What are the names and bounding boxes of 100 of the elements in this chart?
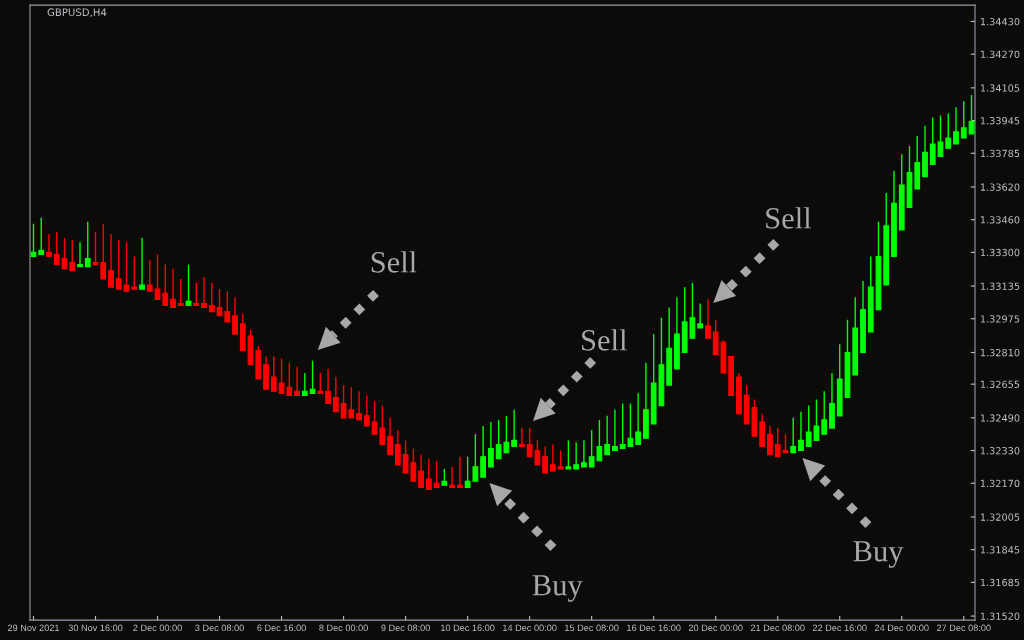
y-tick-label: 1.32655 [980,380,1020,388]
chart-title: GBPUSD,H4 [47,8,107,18]
y-tick-label: 1.32810 [980,348,1020,357]
candlestick [325,368,331,405]
y-tick-label: 1.32975 [980,315,1020,323]
candlestick [387,417,393,456]
y-tick-label: 1.34105 [980,84,1020,92]
candlestick [38,216,45,256]
y-tick-label: 1.33785 [980,149,1020,158]
candlestick [53,231,60,266]
candlestick [550,443,556,472]
candlestick [115,239,122,290]
y-tick-label: 1.34430 [980,17,1020,26]
candlestick [270,355,277,393]
candlestick [309,359,316,395]
x-tick-label: 10 Dec 16:00 [441,624,495,632]
candlestick [170,268,176,309]
candlestick [790,417,797,454]
candlestick [418,453,424,489]
x-tick-label: 14 Dec 00:00 [503,624,557,632]
candlestick [301,372,308,397]
candlestick [767,425,773,456]
candlestick [604,415,611,456]
candlestick [208,282,215,313]
y-tick-label: 1.32170 [980,479,1020,488]
candlestick [177,278,184,307]
candlestick [131,255,138,290]
candlestick [960,100,967,139]
x-tick-label: 3 Dec 08:00 [195,624,244,632]
annotation: Sell [371,251,417,273]
candlestick [518,427,525,448]
candlestick [953,106,959,145]
x-tick-label: 27 Dec 08:00 [936,624,991,632]
candlestick [185,263,192,307]
candlestick [456,455,463,489]
candlestick [108,233,114,288]
y-tick-label: 1.33460 [980,216,1020,224]
candlestick [100,223,107,280]
candlestick [46,233,52,258]
x-tick-label: 6 Dec 16:00 [257,624,306,632]
candlestick [542,445,549,474]
x-tick-label: 15 Dec 08:00 [565,624,619,632]
y-tick-label: 1.32330 [980,447,1020,455]
candlestick [705,298,711,339]
candlestick [332,376,339,413]
y-tick-label: 1.33620 [980,183,1020,191]
y-tick-label: 1.34270 [980,50,1020,58]
candlestick [84,221,91,268]
y-tick-label: 1.33135 [980,282,1020,290]
candlestick [821,390,828,435]
candlestick [139,237,145,290]
x-tick-label: 2 Dec 00:00 [133,624,182,632]
candlestick [77,241,83,268]
candlestick [123,241,130,292]
candlestick [635,392,642,446]
candlestick [433,460,440,489]
candlestick [146,259,153,292]
annotation: Buy [853,541,904,568]
candlestick [581,439,587,468]
y-tick-label: 1.32005 [980,513,1020,521]
candlestick [193,282,200,307]
y-tick-label: 1.32490 [980,414,1020,422]
x-tick-label: 9 Dec 08:00 [381,624,430,632]
candlestick [945,112,952,149]
candlestick [937,114,944,158]
candlestick [798,411,804,452]
candlestick [232,296,238,335]
y-tick-label: 1.31845 [980,546,1020,554]
x-tick-label: 20 Dec 00:00 [688,624,743,632]
candlestick [573,441,580,470]
candlestick [565,439,572,470]
annotation: Sell [582,329,627,351]
candlestick [480,425,487,478]
y-tick-label: 1.31685 [980,578,1020,587]
x-tick-label: 8 Dec 00:00 [319,624,368,632]
candlestick [294,366,300,397]
x-tick-label: 29 Nov 2021 [7,624,60,632]
candlestick [487,421,494,468]
x-tick-label: 16 Dec 16:00 [627,624,681,632]
candlestick [201,276,207,309]
candlestick [69,239,76,272]
y-tick-label: 1.33945 [980,117,1020,125]
candlestick [929,116,936,166]
annotation: Sell [766,207,812,229]
candlestick [425,458,432,491]
x-tick-label: 30 Nov 16:00 [68,624,123,632]
candlestick [511,409,518,448]
candlestick [612,409,618,452]
y-tick-label: 1.31520 [980,612,1020,620]
candlestick [394,429,401,466]
candlestick [449,466,455,489]
candlestick [557,449,564,470]
candlestick [317,372,324,395]
annotation: Buy [532,575,583,602]
candlestick [363,394,370,427]
y-tick-label: 1.33300 [980,248,1020,257]
candlestick [697,302,704,329]
x-tick-label: 24 Dec 00:00 [874,624,929,632]
candlestick [356,390,362,421]
x-tick-label: 21 Dec 08:00 [750,624,805,632]
